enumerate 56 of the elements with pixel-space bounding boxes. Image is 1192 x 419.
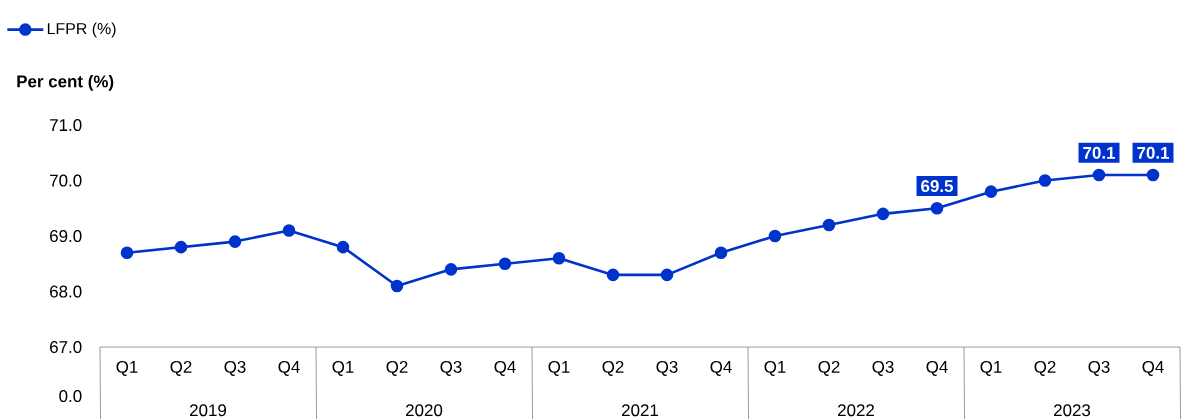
point xyxy=(606,268,620,282)
x-tick-label: Q2 xyxy=(1034,360,1056,376)
text: 2021 xyxy=(622,404,659,417)
point xyxy=(174,240,188,254)
point xyxy=(768,229,782,243)
text: 2019 xyxy=(190,404,227,417)
y-axis-title: Per cent (%) xyxy=(17,74,114,91)
point xyxy=(228,235,242,248)
point xyxy=(552,251,566,265)
point xyxy=(660,268,674,282)
text: 0.0 xyxy=(59,390,82,403)
x-tick-label: Q2 xyxy=(818,360,840,376)
x-tick-label: Q3 xyxy=(440,360,462,376)
data-label: 69.5 xyxy=(921,180,954,193)
point xyxy=(984,185,998,198)
x-tick-label: Q4 xyxy=(710,360,732,376)
x-tick-label: Q4 xyxy=(278,360,300,376)
y-tick-label: 67.0 xyxy=(50,341,82,354)
legend-label: LFPR (%) xyxy=(47,22,116,38)
x-tick-label: Q3 xyxy=(872,360,894,376)
y-tick-label: 68.0 xyxy=(50,285,82,298)
x-tick-label: Q1 xyxy=(980,360,1002,376)
y-tick-label: 71.0 xyxy=(50,119,82,132)
x-tick-label: Q3 xyxy=(224,360,246,376)
x-tick-label: Q4 xyxy=(1142,360,1164,376)
point xyxy=(1146,168,1160,182)
y-tick-label: 69.0 xyxy=(50,230,82,243)
point xyxy=(714,246,728,259)
text: 2022 xyxy=(838,404,874,417)
text: 2020 xyxy=(406,404,443,417)
point xyxy=(1092,168,1106,182)
x-tick-label: Q2 xyxy=(386,360,408,376)
y-tick-label: 70.0 xyxy=(50,174,82,187)
x-tick-label: Q1 xyxy=(116,360,138,376)
point xyxy=(444,263,458,276)
point xyxy=(120,246,134,259)
x-tick-label: Q2 xyxy=(602,360,624,376)
x-tick-label: Q2 xyxy=(170,360,192,376)
point xyxy=(1038,174,1052,187)
point xyxy=(876,207,890,221)
x-tick-label: Q4 xyxy=(926,360,948,376)
data-label: 70.1 xyxy=(1083,146,1116,159)
text: 2023 xyxy=(1054,404,1091,417)
x-tick-label: Q1 xyxy=(332,360,354,376)
x-tick-label: Q4 xyxy=(494,360,516,376)
point xyxy=(282,224,296,237)
point xyxy=(336,240,350,254)
point xyxy=(498,257,512,271)
x-tick-label: Q1 xyxy=(764,360,786,376)
x-tick-label: Q1 xyxy=(548,360,570,376)
x-tick-label: Q3 xyxy=(1088,360,1110,376)
point xyxy=(390,279,404,293)
point xyxy=(822,218,836,232)
x-tick-label: Q3 xyxy=(656,360,678,376)
data-label: 70.1 xyxy=(1137,146,1170,159)
point xyxy=(930,202,944,215)
